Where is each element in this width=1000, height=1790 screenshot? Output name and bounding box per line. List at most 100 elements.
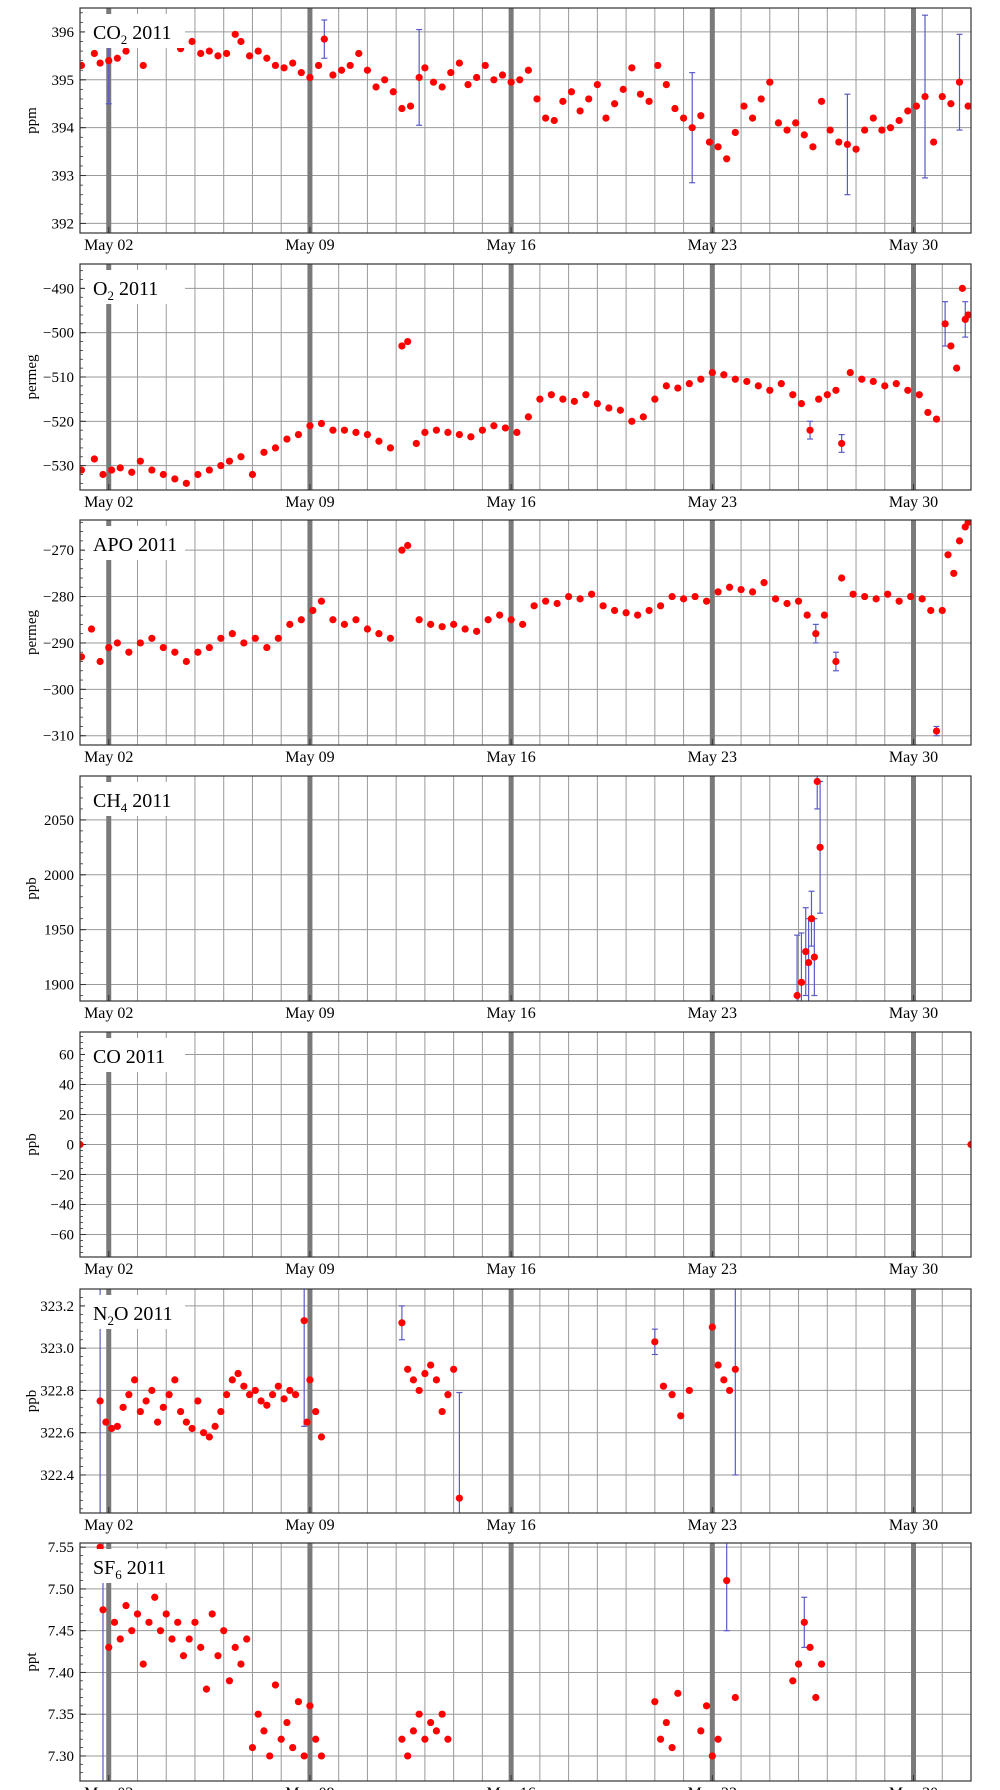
y-tick-label: −490 — [43, 281, 74, 297]
y-axis-label: ppb — [24, 877, 40, 900]
data-point — [398, 1735, 406, 1743]
data-point — [266, 1752, 274, 1760]
data-point — [179, 1652, 188, 1660]
data-point — [964, 102, 971, 110]
data-point — [553, 599, 561, 608]
data-point — [306, 422, 314, 430]
data-point — [708, 368, 716, 377]
data-point — [214, 1652, 222, 1660]
data-point — [202, 1685, 211, 1693]
data-point — [168, 1635, 176, 1643]
data-point — [947, 100, 955, 108]
data-point — [329, 71, 337, 79]
data-point — [194, 470, 202, 479]
data-point — [243, 1635, 251, 1643]
data-point — [953, 364, 961, 372]
data-point — [812, 630, 820, 638]
data-point — [702, 1702, 711, 1710]
data-point — [182, 657, 190, 666]
data-point — [162, 1610, 170, 1618]
y-axis-label: ppt — [24, 1652, 40, 1672]
x-tick-label: May 16 — [486, 1005, 535, 1022]
data-point — [438, 623, 446, 631]
data-point — [904, 386, 912, 394]
data-point — [559, 97, 567, 105]
data-point — [389, 88, 397, 96]
data-point — [783, 599, 791, 608]
data-point — [363, 66, 372, 74]
data-point — [228, 630, 236, 638]
data-point — [283, 1718, 291, 1727]
data-point — [174, 1618, 182, 1626]
y-axis-label: ppb — [24, 1133, 40, 1156]
data-point — [852, 145, 860, 153]
data-point — [576, 107, 584, 115]
data-point — [714, 143, 722, 151]
data-point — [861, 592, 869, 601]
data-point — [843, 140, 852, 149]
data-point — [688, 124, 696, 132]
data-point — [547, 391, 555, 399]
data-layer — [80, 520, 971, 737]
data-point — [924, 408, 932, 417]
data-point — [832, 386, 840, 394]
data-point — [484, 616, 492, 624]
data-point — [309, 606, 317, 615]
data-point — [251, 634, 259, 642]
data-point — [807, 915, 816, 923]
data-point — [559, 395, 567, 403]
y-axis-label: ppm — [24, 107, 40, 134]
data-point — [826, 126, 834, 134]
data-point — [679, 595, 688, 603]
data-point — [835, 138, 843, 146]
data-point — [99, 470, 107, 479]
data-point — [542, 597, 550, 605]
data-point — [283, 435, 291, 443]
data-point — [467, 433, 475, 441]
data-point — [524, 413, 532, 421]
x-tick-label: May 16 — [486, 1261, 535, 1278]
data-point — [789, 391, 797, 399]
data-point — [312, 1407, 320, 1416]
data-point — [159, 643, 167, 652]
data-point — [792, 119, 800, 127]
data-point — [317, 419, 326, 428]
y-tick-label: 2000 — [44, 868, 74, 884]
x-tick-label: May 09 — [285, 749, 334, 766]
data-point — [797, 399, 806, 408]
data-point — [816, 843, 824, 851]
plot-frame — [79, 775, 972, 1002]
data-point — [102, 1418, 110, 1426]
data-point — [421, 64, 429, 72]
data-point — [542, 114, 550, 122]
data-point — [691, 592, 699, 601]
data-point — [427, 1361, 435, 1369]
data-point — [119, 1403, 127, 1411]
data-point — [300, 1317, 308, 1325]
data-point — [136, 457, 144, 465]
data-point — [455, 1494, 463, 1502]
x-tick-label: May 02 — [84, 494, 133, 511]
data-point — [148, 634, 156, 642]
y-tick-label: 40 — [59, 1078, 74, 1094]
y-tick-label: 395 — [52, 73, 75, 89]
data-point — [90, 455, 98, 463]
data-point — [662, 382, 670, 390]
data-point — [809, 143, 817, 151]
data-point — [159, 470, 167, 479]
x-tick-label: May 30 — [889, 237, 938, 254]
data-point — [205, 643, 213, 652]
y-tick-label: 20 — [59, 1108, 74, 1124]
data-point — [958, 284, 966, 292]
plot-frame — [79, 263, 972, 491]
data-point — [234, 1369, 242, 1378]
data-point — [96, 59, 104, 67]
plot-area — [80, 1289, 971, 1513]
data-point — [685, 1386, 693, 1395]
data-point — [237, 1660, 245, 1668]
data-point — [654, 61, 662, 70]
data-point — [455, 59, 463, 67]
data-point — [156, 1627, 165, 1635]
x-tick-label: May 02 — [84, 1261, 133, 1278]
data-point — [386, 444, 395, 452]
